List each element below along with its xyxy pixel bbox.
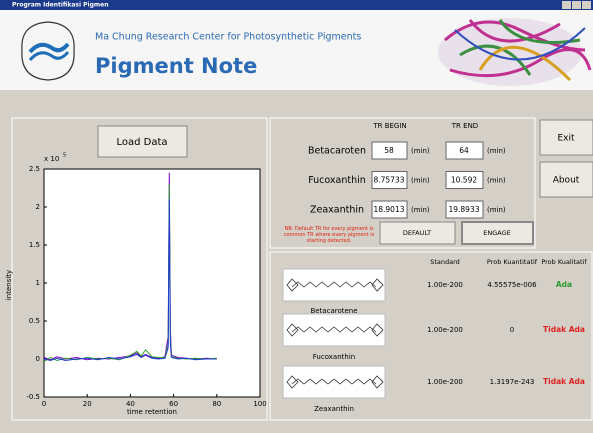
tr-rows: Betacaroten 58 (min) 64 (min) Fucoxanthin 8.75… [308,142,506,218]
window: Program Identifikasi Pigmen Ma Chung Res… [0,0,593,433]
y-tick-label: 1 [36,279,40,287]
unit-label: (min) [487,206,506,214]
qual-value: Ada [556,280,572,289]
column-header: Standard [430,258,460,266]
window-title: Program Identifikasi Pigmen [12,2,108,9]
y-tick-label: 0 [36,355,40,363]
y-tick-label: 2.5 [29,165,40,173]
button-label: Load Data [116,137,167,148]
y-tick-label: 2 [36,203,40,211]
exponent-power: 5 [63,153,66,159]
input-value: 19.8933 [448,205,479,214]
button-label: ENGAGE [483,229,510,237]
quant-value: 4.55575e-006 [487,281,537,289]
standard-value: 1.00e-200 [427,281,463,289]
pigment-label: Zeaxanthin [310,205,364,216]
qual-value: Tidak Ada [543,325,585,334]
quant-value: 0 [510,326,514,334]
note-line: starting detected. [307,238,352,244]
unit-label: (min) [411,177,430,185]
x-tick-label: 100 [253,400,266,408]
column-header: Prob Kualitatif [541,258,587,266]
close[interactable] [582,1,591,9]
x-tick-label: 20 [83,400,92,408]
column-header: Prob Kuantitatif [487,258,538,266]
qual-value: Tidak Ada [543,377,585,386]
plot-area [44,169,260,397]
x-tick-label: 80 [212,400,221,408]
input-value: 10.592 [451,176,477,185]
y-axis-label: intensity [5,270,13,300]
minimize[interactable] [562,1,571,9]
pigment-label: Fucoxanthin [308,175,366,186]
column-header: TR END [451,122,478,130]
unit-label: (min) [487,147,506,155]
quant-value: 1.3197e-243 [490,378,535,386]
pigment-label: Betacaroten [308,146,366,157]
window-controls[interactable] [562,1,591,9]
subtitle: Ma Chung Research Center for Photosynthe… [95,32,361,43]
input-value: 18.9013 [373,205,404,214]
app-title: Pigment Note [95,54,257,78]
x-tick-label: 40 [126,400,135,408]
y-tick-label: 1.5 [29,241,40,249]
standard-value: 1.00e-200 [427,326,463,334]
unit-label: (min) [487,177,506,185]
y-tick-label: -0.5 [26,393,40,401]
x-axis-label: time retention [127,408,177,416]
pigment-name: Fucoxanthin [313,353,355,361]
y-tick-label: 0.5 [29,317,40,325]
x-tick-label: 0 [42,400,46,408]
unit-label: (min) [411,206,430,214]
x-tick-label: 60 [169,400,178,408]
maximize[interactable] [572,1,581,9]
unit-label: (min) [411,147,430,155]
button-label: DEFAULT [403,229,431,237]
button-label: About [553,176,580,186]
pigment-name: Zeaxanthin [314,405,354,413]
input-value: 8.75733 [373,176,404,185]
standard-value: 1.00e-200 [427,378,463,386]
button-label: Exit [557,134,575,144]
exponent-base: x 10 [44,155,59,163]
input-value: 58 [384,146,394,155]
input-value: 64 [459,146,469,155]
column-header: TR BEGIN [372,122,406,130]
